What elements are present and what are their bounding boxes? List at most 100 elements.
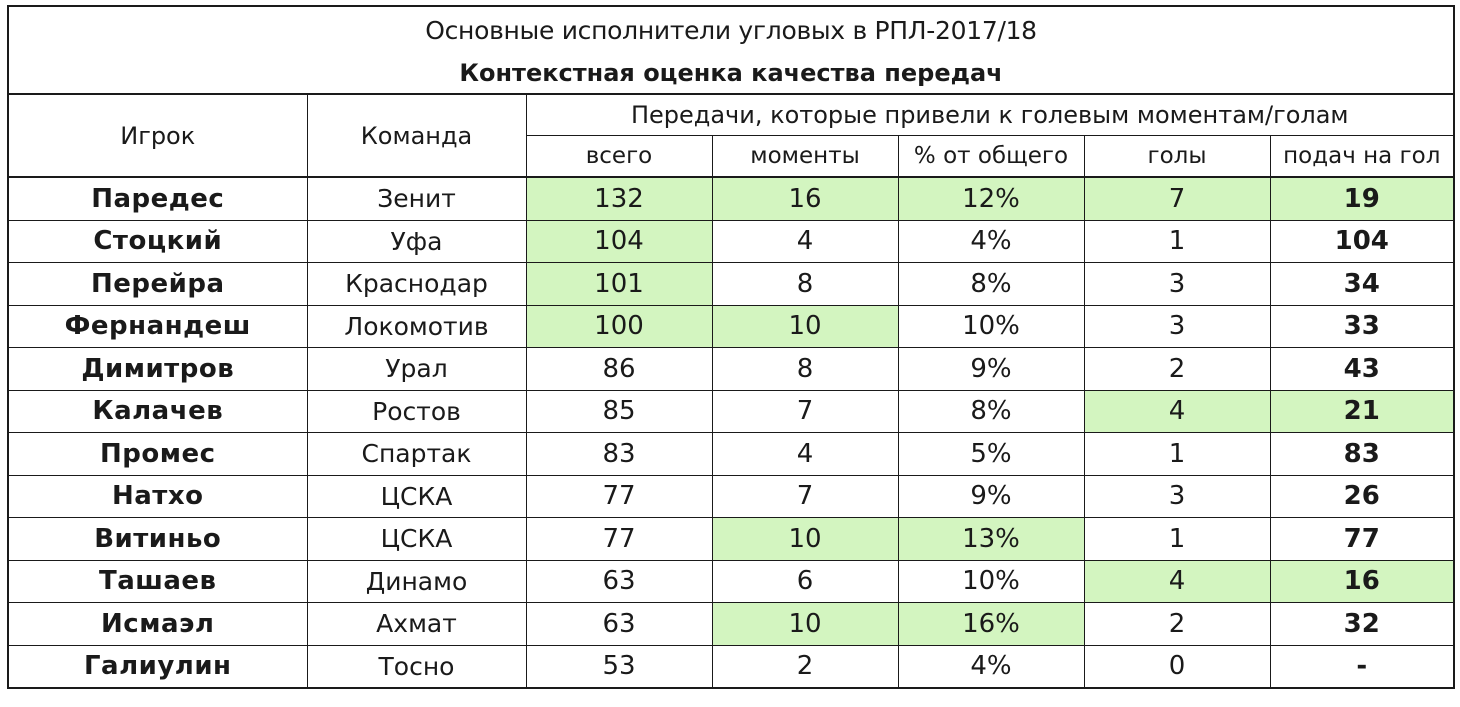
cell-total: 77 (525, 474, 713, 518)
cell-per-goal: 26 (1269, 474, 1455, 518)
cell-team: Зенит (306, 176, 527, 221)
cell-total: 104 (525, 219, 713, 263)
cell-per-goal: 32 (1269, 602, 1455, 646)
table-body: Паредес Зенит 132 16 12% 7 19 Стоцкий Уфа 104 4 4% 1… (7, 176, 1455, 689)
cell-player: Промес (7, 432, 308, 476)
cell-chances: 4 (711, 432, 899, 476)
table-row: Стоцкий Уфа 104 4 4% 1 104 (7, 219, 1455, 263)
cell-chances: 6 (711, 559, 899, 603)
header-per-goal: подач на гол (1269, 135, 1455, 178)
cell-per-goal: 34 (1269, 262, 1455, 306)
cell-goals: 3 (1083, 304, 1271, 348)
cell-team: Тосно (306, 644, 527, 689)
cell-chances: 8 (711, 347, 899, 391)
cell-team: Ахмат (306, 602, 527, 646)
cell-player: Перейра (7, 262, 308, 306)
header-team: Команда (306, 93, 527, 178)
cell-per-goal: 77 (1269, 517, 1455, 561)
cell-pct: 4% (897, 219, 1085, 263)
cell-total: 53 (525, 644, 713, 689)
cell-player: Калачев (7, 389, 308, 433)
cell-per-goal: 83 (1269, 432, 1455, 476)
cell-team: Ростов (306, 389, 527, 433)
cell-per-goal: 21 (1269, 389, 1455, 433)
cell-goals: 2 (1083, 347, 1271, 391)
cell-player: Галиулин (7, 644, 308, 689)
table-row: Калачев Ростов 85 7 8% 4 21 (7, 389, 1455, 433)
cell-team: ЦСКА (306, 517, 527, 561)
cell-total: 85 (525, 389, 713, 433)
cell-player: Паредес (7, 176, 308, 221)
cell-pct: 4% (897, 644, 1085, 689)
cell-goals: 0 (1083, 644, 1271, 689)
table-row: Галиулин Тосно 53 2 4% 0- (7, 644, 1455, 689)
cell-player: Натхо (7, 474, 308, 518)
cell-team: Краснодар (306, 262, 527, 306)
cell-player: Стоцкий (7, 219, 308, 263)
cell-goals: 1 (1083, 432, 1271, 476)
cell-goals: 3 (1083, 262, 1271, 306)
cell-goals: 3 (1083, 474, 1271, 518)
cell-goals: 1 (1083, 219, 1271, 263)
cell-goals: 7 (1083, 176, 1271, 221)
cell-pct: 13% (897, 517, 1085, 561)
cell-team: Динамо (306, 559, 527, 603)
cell-per-goal: 19 (1269, 176, 1455, 221)
cell-pct: 5% (897, 432, 1085, 476)
corner-kicks-table-container: Основные исполнители угловых в РПЛ-2017/… (7, 5, 1455, 689)
cell-pct: 8% (897, 262, 1085, 306)
table-row: Фернандеш Локомотив 100 10 10% 3 33 (7, 304, 1455, 348)
table-title: Основные исполнители угловых в РПЛ-2017/… (7, 5, 1455, 53)
cell-pct: 8% (897, 389, 1085, 433)
cell-pct: 9% (897, 474, 1085, 518)
cell-player: Исмаэл (7, 602, 308, 646)
cell-goals: 4 (1083, 389, 1271, 433)
cell-per-goal: 43 (1269, 347, 1455, 391)
cell-goals: 4 (1083, 559, 1271, 603)
cell-per-goal: - (1269, 644, 1455, 689)
cell-chances: 7 (711, 474, 899, 518)
header-player: Игрок (7, 93, 308, 178)
cell-team: Локомотив (306, 304, 527, 348)
cell-total: 101 (525, 262, 713, 306)
header-total: всего (525, 135, 713, 178)
cell-total: 86 (525, 347, 713, 391)
header-group: Передачи, которые привели к голевым моме… (525, 93, 1455, 136)
cell-team: Уфа (306, 219, 527, 263)
cell-player: Витиньо (7, 517, 308, 561)
table-subtitle: Контекстная оценка качества передач (7, 53, 1455, 95)
cell-pct: 10% (897, 559, 1085, 603)
cell-pct: 12% (897, 176, 1085, 221)
table-row: Исмаэл Ахмат 63 10 16% 2 32 (7, 602, 1455, 646)
cell-team: ЦСКА (306, 474, 527, 518)
cell-team: Урал (306, 347, 527, 391)
cell-team: Спартак (306, 432, 527, 476)
table-row: Ташаев Динамо 63 6 10% 4 16 (7, 559, 1455, 603)
cell-player: Ташаев (7, 559, 308, 603)
cell-pct: 16% (897, 602, 1085, 646)
cell-total: 100 (525, 304, 713, 348)
cell-total: 63 (525, 602, 713, 646)
cell-chances: 8 (711, 262, 899, 306)
table-row: Перейра Краснодар 101 8 8% 3 34 (7, 262, 1455, 306)
cell-goals: 2 (1083, 602, 1271, 646)
cell-total: 132 (525, 176, 713, 221)
cell-chances: 10 (711, 517, 899, 561)
cell-total: 83 (525, 432, 713, 476)
cell-player: Димитров (7, 347, 308, 391)
corner-kicks-table: Основные исполнители угловых в РПЛ-2017/… (7, 5, 1455, 689)
cell-chances: 10 (711, 602, 899, 646)
cell-player: Фернандеш (7, 304, 308, 348)
cell-chances: 4 (711, 219, 899, 263)
cell-goals: 1 (1083, 517, 1271, 561)
header-goals: голы (1083, 135, 1271, 178)
table-row: Витиньо ЦСКА 77 10 13% 1 77 (7, 517, 1455, 561)
cell-per-goal: 104 (1269, 219, 1455, 263)
cell-chances: 2 (711, 644, 899, 689)
cell-chances: 10 (711, 304, 899, 348)
cell-per-goal: 33 (1269, 304, 1455, 348)
cell-total: 63 (525, 559, 713, 603)
table-row: Натхо ЦСКА 77 7 9% 3 26 (7, 474, 1455, 518)
cell-pct: 10% (897, 304, 1085, 348)
header-pct: % от общего (897, 135, 1085, 178)
